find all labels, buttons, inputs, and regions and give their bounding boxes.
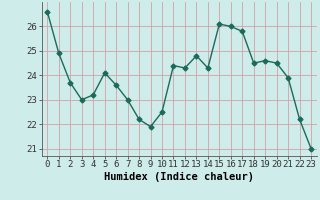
X-axis label: Humidex (Indice chaleur): Humidex (Indice chaleur) — [104, 172, 254, 182]
